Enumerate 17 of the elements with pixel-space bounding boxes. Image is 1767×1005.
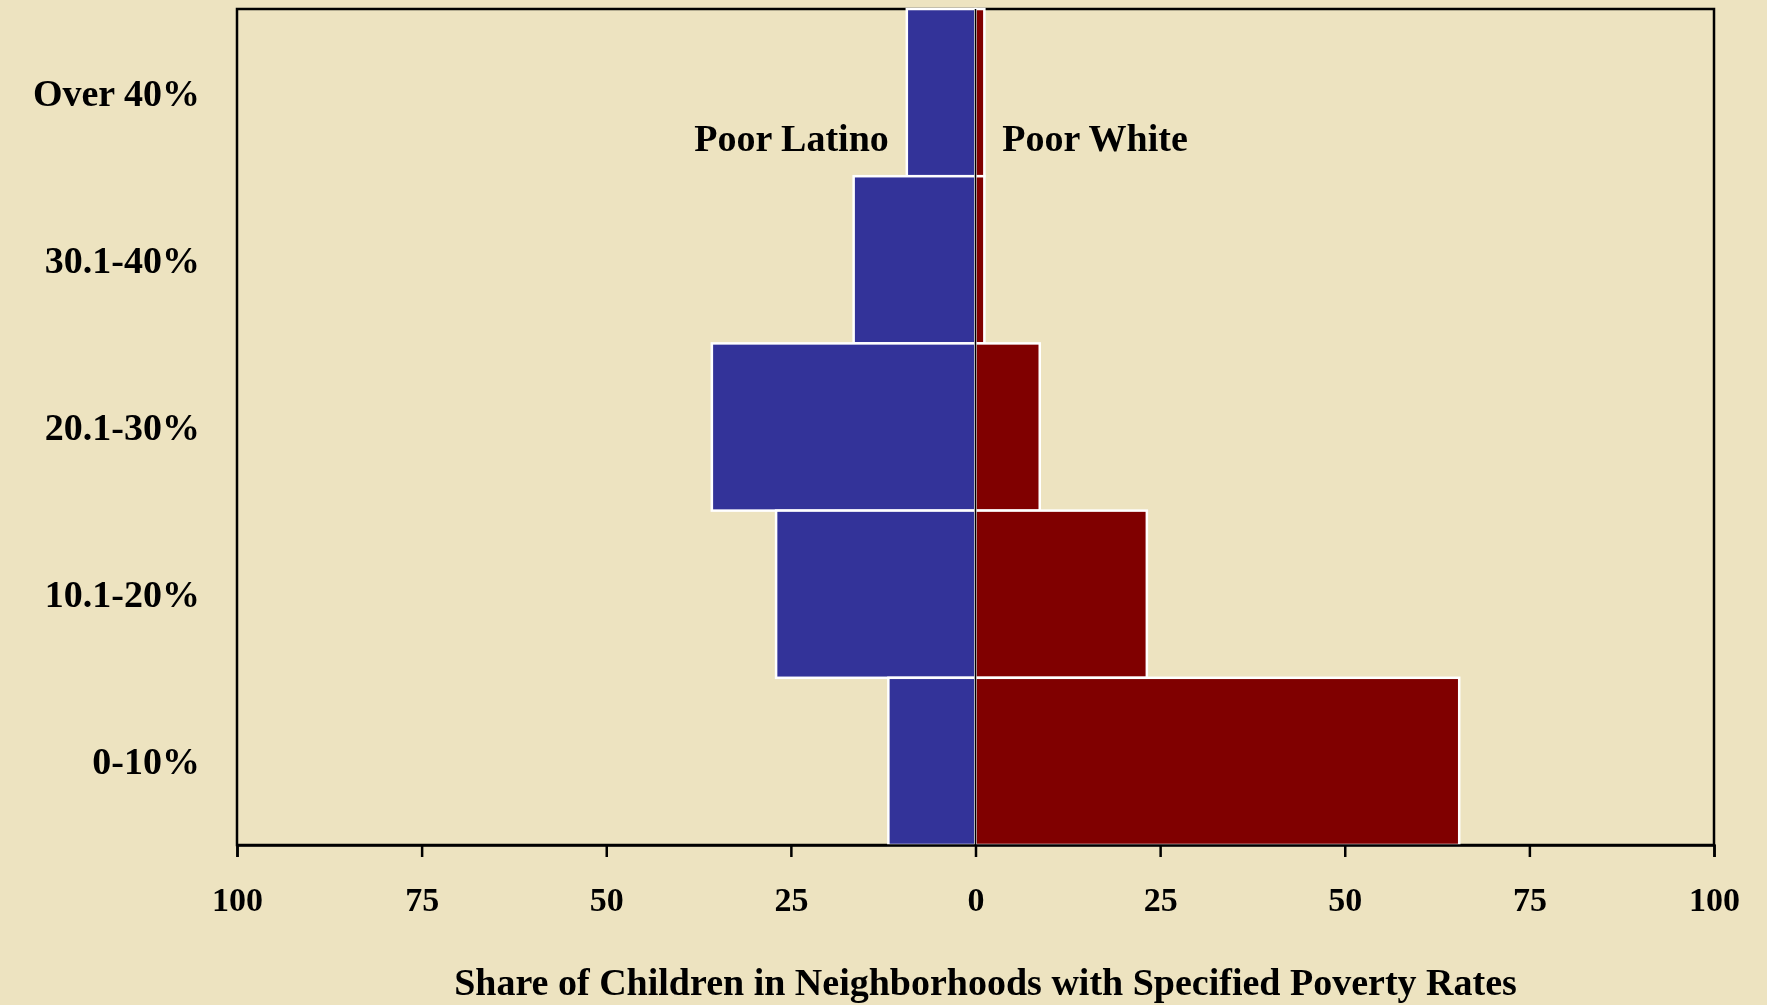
x-tick-label: 50 bbox=[589, 881, 624, 919]
y-tick-label: 20.1-30% bbox=[44, 406, 200, 448]
x-axis-title: Share of Children in Neighborhoods with Specified Poverty Rates bbox=[454, 961, 1517, 1003]
y-tick-label: 0-10% bbox=[92, 740, 200, 783]
x-tick-label: 100 bbox=[212, 881, 263, 919]
series-label: Poor Latino bbox=[694, 117, 889, 160]
series-label: Poor White bbox=[1002, 117, 1188, 160]
y-tick-label: Over 40% bbox=[32, 71, 200, 114]
x-tick-label: 100 bbox=[1689, 881, 1740, 919]
x-tick-label: 25 bbox=[774, 881, 809, 919]
x-tick-label: 25 bbox=[1143, 881, 1178, 919]
x-tick-label: 75 bbox=[405, 881, 440, 919]
x-tick-label: 0 bbox=[967, 881, 985, 919]
y-tick-label: 10.1-20% bbox=[44, 573, 200, 616]
y-tick-label: 30.1-40% bbox=[44, 238, 200, 281]
x-tick-label: 75 bbox=[1512, 881, 1547, 919]
x-tick-label: 50 bbox=[1328, 881, 1363, 919]
